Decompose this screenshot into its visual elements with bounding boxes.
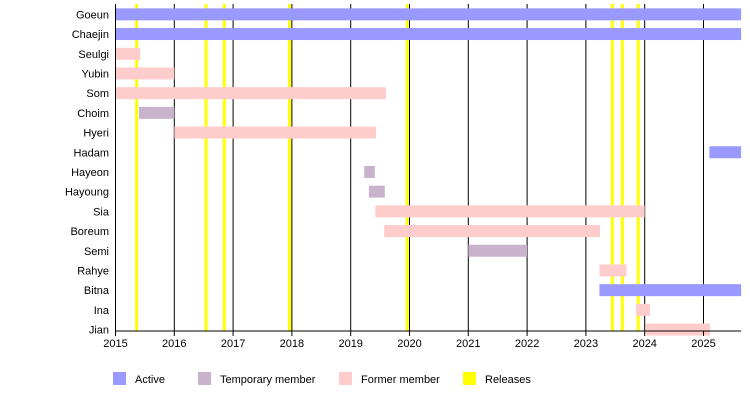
x-tick-label: 2022: [515, 338, 539, 350]
member-label: Hayoung: [65, 187, 109, 199]
bar-rahye: [599, 264, 627, 277]
legend-label-release: Releases: [485, 374, 531, 386]
member-label: Bitna: [84, 285, 110, 297]
x-tick-label: 2017: [221, 338, 245, 350]
bar-som: [115, 87, 386, 100]
legend-swatch-temporary: [198, 372, 211, 385]
x-tick-label: 2016: [162, 338, 186, 350]
member-label: Rahye: [77, 265, 109, 277]
bar-yubin: [115, 67, 175, 80]
legend-swatch-release: [463, 372, 476, 385]
legend-label-active: Active: [135, 374, 165, 386]
legend-swatch-former: [339, 372, 352, 385]
bar-hayoung: [368, 185, 385, 198]
x-axis: 2015 2016 2017 2018 2019 2020 2021 2022 2023 2024…: [103, 4, 742, 350]
member-label: Jian: [89, 325, 109, 337]
legend: Active Temporary member Former member Relea…: [113, 372, 531, 386]
legend-swatch-active: [113, 372, 126, 385]
member-label: Chaejin: [72, 29, 109, 41]
bar-bitna: [599, 284, 742, 297]
member-label: Sia: [93, 206, 110, 218]
bar-hyeri: [174, 126, 376, 139]
bar-semi: [468, 244, 528, 257]
x-tick-label: 2024: [632, 338, 656, 350]
bar-choim: [139, 106, 175, 119]
x-tick-label: 2021: [456, 338, 480, 350]
member-label: Yubin: [81, 68, 109, 80]
x-tick-label: 2018: [280, 338, 304, 350]
member-label: Som: [86, 88, 109, 100]
bar-chaejin: [115, 28, 742, 41]
bar-sia: [375, 205, 645, 218]
bar-boreum: [384, 225, 601, 238]
bar-goeun: [115, 8, 742, 21]
x-tick-label: 2015: [103, 338, 127, 350]
member-label: Semi: [84, 246, 109, 258]
gridlines: [115, 4, 704, 331]
member-label: Hadam: [74, 147, 109, 159]
member-label: Hyeri: [83, 128, 109, 140]
bar-ina: [635, 303, 650, 316]
member-bars: [115, 8, 742, 336]
bar-hadam: [709, 146, 742, 159]
member-label: Seulgi: [78, 49, 109, 61]
member-label: Goeun: [76, 9, 109, 21]
member-label: Boreum: [70, 226, 109, 238]
member-label: Choim: [77, 108, 109, 120]
member-label: Hayeon: [71, 167, 109, 179]
release-lines: [135, 4, 640, 331]
x-tick-label: 2020: [397, 338, 421, 350]
member-label: Ina: [94, 305, 110, 317]
bar-seulgi: [115, 47, 141, 60]
bar-jian: [645, 323, 710, 336]
x-tick-label: 2025: [691, 338, 715, 350]
legend-label-former: Former member: [361, 374, 440, 386]
x-tick-label: 2019: [338, 338, 362, 350]
legend-label-temporary: Temporary member: [220, 374, 316, 386]
x-tick-label: 2023: [574, 338, 598, 350]
bar-hayeon: [364, 165, 375, 178]
member-labels: Goeun Chaejin Seulgi Yubin Som Choim Hyeri Hada…: [65, 9, 110, 336]
